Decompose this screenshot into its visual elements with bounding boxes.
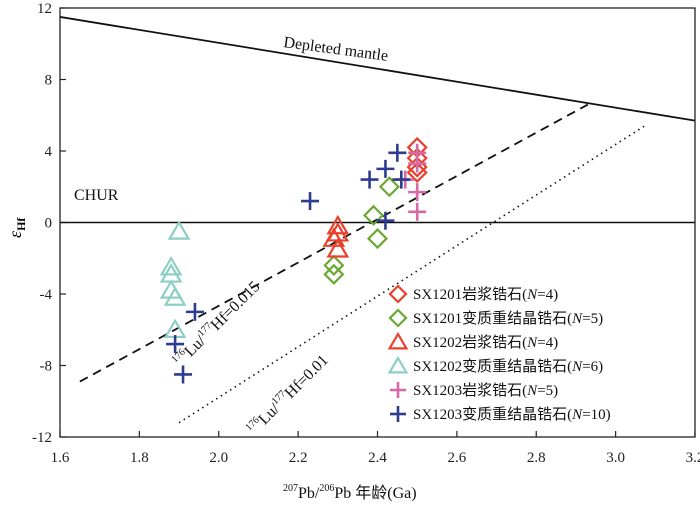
y-axis-label: εHf — [5, 217, 28, 238]
x-tick-label: 2.8 — [527, 450, 546, 466]
legend-item-label: SX1203岩浆锆石(N=5) — [413, 381, 558, 399]
lu015-label: 176Lu/177Hf=0.015 — [169, 277, 263, 371]
x-tick-label: 1.8 — [130, 450, 149, 466]
legend-marker — [390, 382, 406, 398]
depleted-mantle-label: Depleted mantle — [282, 34, 389, 65]
data-point — [360, 170, 379, 189]
lu-001-line — [178, 123, 648, 424]
data-point — [408, 183, 427, 202]
y-tick-label: -8 — [40, 359, 53, 375]
data-point — [408, 202, 427, 221]
y-tick-label: -12 — [32, 430, 52, 446]
legend-item-label: SX1202岩浆锆石(N=4) — [413, 333, 558, 351]
x-tick-label: 2.0 — [209, 450, 228, 466]
data-point — [323, 254, 345, 276]
x-tick-label: 3.0 — [606, 450, 625, 466]
depleted-mantle-line — [60, 16, 695, 122]
y-tick-label: 8 — [45, 73, 53, 89]
data-point — [326, 214, 350, 235]
data-points — [159, 136, 428, 384]
data-point — [159, 256, 183, 276]
data-point — [167, 220, 191, 240]
x-tick-label: 2.6 — [448, 450, 467, 466]
data-point — [392, 170, 411, 189]
legend-marker — [388, 284, 408, 304]
data-point — [166, 335, 185, 354]
data-point — [163, 286, 187, 306]
lu01-label: 176Lu/177Hf=0.01 — [243, 350, 331, 438]
data-point — [301, 192, 320, 211]
legend-item-label: SX1202变质重结晶锆石(N=6) — [413, 358, 603, 375]
legend-marker — [387, 355, 409, 374]
reference-lines — [60, 16, 695, 424]
y-tick-label: 4 — [45, 144, 53, 160]
y-tick-label: 12 — [37, 1, 52, 17]
legend-item-label: SX1203变质重结晶锆石(N=10) — [413, 406, 611, 423]
data-point — [376, 211, 395, 230]
data-point — [323, 263, 345, 285]
lu-0015-line — [79, 103, 589, 383]
x-tick-label: 2.4 — [368, 450, 387, 466]
data-point — [388, 143, 407, 162]
legend: SX1201岩浆锆石(N=4) SX1201变质重结晶锆石(N=5) SX1202岩… — [387, 284, 611, 423]
data-point — [406, 161, 428, 184]
legend-marker — [387, 331, 409, 350]
data-point — [362, 204, 385, 226]
axis-ticks: 1.6 1.8 2.0 2.2 2.4 2.6 2.8 3.0 3.2 12 8 4 0 -4 -8 -12 — [32, 1, 700, 466]
y-tick-label: 0 — [45, 216, 53, 232]
x-tick-label: 1.6 — [51, 450, 70, 466]
legend-item-label: SX1201变质重结晶锆石(N=5) — [413, 310, 603, 327]
data-point — [378, 176, 400, 198]
plot-frame — [59, 7, 696, 438]
data-point — [408, 154, 427, 173]
data-point — [174, 365, 193, 384]
y-tick-label: -4 — [40, 287, 53, 303]
chur-label: CHUR — [74, 187, 119, 204]
legend-marker — [390, 406, 406, 422]
data-point — [376, 159, 395, 178]
data-point — [326, 238, 350, 258]
legend-marker — [388, 308, 408, 328]
x-tick-label: 3.2 — [686, 450, 700, 466]
data-point — [366, 228, 389, 250]
data-point — [185, 302, 204, 321]
x-axis-label: 207Pb/206Pb 年龄(Ga) — [283, 483, 417, 502]
x-tick-label: 2.2 — [289, 450, 308, 466]
legend-item-label: SX1201岩浆锆石(N=4) — [413, 285, 558, 303]
